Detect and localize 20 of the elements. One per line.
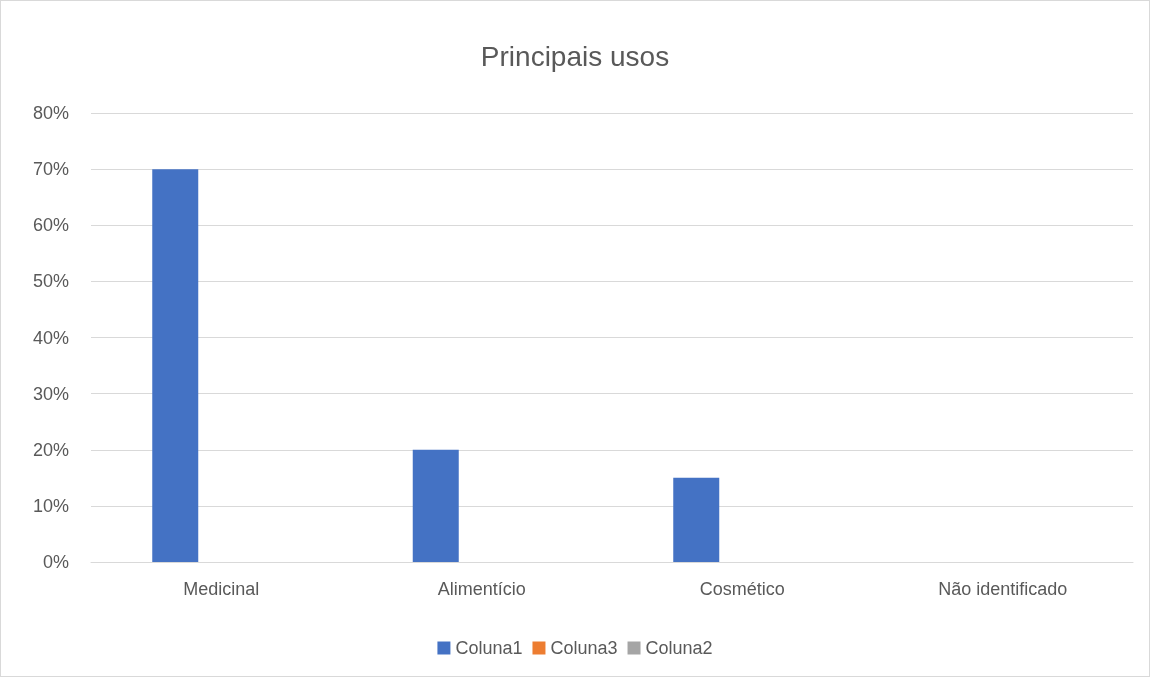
y-tick-label: 50% (32, 271, 69, 292)
y-tick-label: 80% (32, 103, 69, 123)
x-tick-label: Não identificado (938, 579, 1068, 599)
legend-label: Coluna1 (455, 638, 523, 658)
bar (673, 477, 720, 562)
x-tick-label: Alimentício (437, 579, 526, 599)
y-tick-label: 10% (32, 495, 69, 516)
legend-label: Coluna2 (645, 638, 713, 658)
y-tick-label: 0% (42, 552, 69, 572)
legend-label: Coluna3 (550, 638, 618, 658)
y-tick-label: 40% (32, 327, 69, 348)
bar (152, 169, 199, 562)
y-tick-label: 30% (32, 383, 69, 404)
bar (412, 449, 459, 562)
y-tick-label: 70% (32, 159, 69, 180)
x-tick-label: Cosmético (699, 579, 785, 599)
y-tick-label: 20% (32, 439, 69, 460)
y-tick-label: 60% (32, 215, 69, 236)
chart-title: Principais usos (480, 40, 670, 72)
x-tick-label: Medicinal (183, 579, 260, 599)
